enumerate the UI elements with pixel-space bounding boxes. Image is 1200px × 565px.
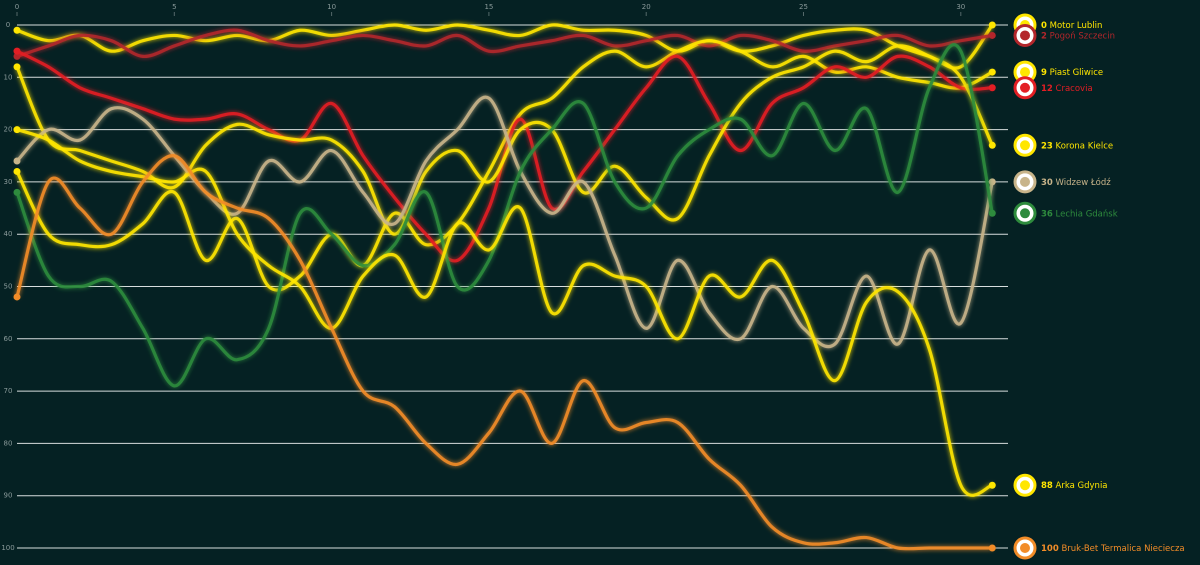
legend-name: Motor Lublin (1050, 21, 1103, 31)
legend-value: 23 (1041, 141, 1053, 151)
legend-value: 12 (1041, 83, 1053, 93)
legend-name: Lechia Gdańsk (1056, 209, 1118, 219)
series-line (15, 154, 993, 551)
end-dot (988, 68, 996, 76)
legend-value: 36 (1041, 209, 1053, 219)
legend-value: 88 (1041, 481, 1053, 491)
end-dot (988, 178, 996, 186)
legend-label: 88 Arka Gdynia (1041, 481, 1108, 491)
legend-value: 30 (1041, 177, 1053, 187)
x-tick-label: 5 (172, 3, 176, 11)
legend-name: Korona Kielce (1056, 141, 1114, 151)
team-logo-inner (1020, 543, 1030, 553)
lines (13, 21, 996, 552)
legend-value: 100 (1041, 544, 1059, 554)
legend-name: Arka Gdynia (1056, 481, 1108, 491)
legend-label: 30 Widzew Łódź (1041, 176, 1111, 187)
start-dot (13, 47, 21, 55)
team-logo-inner (1020, 140, 1030, 151)
end-dot (988, 544, 996, 552)
start-dot (13, 157, 21, 165)
series-line (16, 23, 994, 70)
start-dot (13, 293, 21, 301)
legend-value: 9 (1041, 68, 1047, 78)
series-line (15, 43, 994, 388)
end-dot (988, 21, 996, 29)
end-dot (988, 141, 996, 149)
start-dot (13, 188, 21, 196)
legend-name: Bruk-Bet Termalica Nieciecza (1061, 544, 1184, 554)
y-tick-label: 10 (4, 73, 13, 81)
legend-label: 23 Korona Kielce (1041, 141, 1113, 151)
legend-name: Piast Gliwice (1050, 68, 1104, 78)
legend-value: 0 (1041, 21, 1047, 31)
x-tick-label: 25 (799, 3, 808, 11)
y-tick-label: 20 (4, 126, 13, 134)
end-dot (988, 209, 996, 217)
start-dot (13, 167, 21, 175)
legend-label: 0 Motor Lublin (1041, 21, 1102, 31)
end-dot (988, 481, 996, 489)
team-logo-inner (1020, 82, 1030, 93)
legend-name: Cracovia (1056, 83, 1093, 93)
start-dot (13, 26, 21, 34)
y-tick-label: 90 (4, 492, 13, 500)
team-logo-inner (1020, 208, 1030, 219)
legend-label: 100 Bruk-Bet Termalica Nieciecza (1041, 544, 1185, 554)
x-tick-label: 0 (15, 3, 19, 11)
legend-value: 2 (1041, 31, 1047, 41)
x-tick-label: 15 (484, 3, 493, 11)
legend-label: 36 Lechia Gdańsk (1041, 209, 1118, 219)
legend-label: 2 Pogoń Szczecin (1041, 31, 1115, 41)
legend-label: 12 Cracovia (1041, 83, 1093, 93)
x-tick-label: 20 (642, 3, 651, 11)
start-dot (13, 126, 21, 134)
legend-name: Widzew Łódź (1056, 176, 1112, 187)
series-line (15, 44, 994, 236)
y-tick-label: 60 (4, 335, 13, 343)
y-tick-label: 100 (1, 544, 14, 552)
team-logo-inner (1020, 480, 1030, 491)
x-tick-label: 10 (327, 3, 336, 11)
start-dot (13, 63, 21, 71)
legend-name: Pogoń Szczecin (1050, 31, 1115, 41)
y-tick-label: 30 (4, 178, 13, 186)
x-tick-label: 30 (956, 3, 965, 11)
end-dot (988, 84, 996, 92)
y-tick-label: 50 (4, 283, 13, 291)
team-logo-inner (1020, 176, 1030, 187)
y-tick-label: 40 (4, 230, 13, 238)
team-logo-inner (1020, 30, 1030, 41)
y-tick-label: 70 (4, 387, 13, 395)
start-dot (13, 52, 21, 60)
legend-label: 9 Piast Gliwice (1041, 68, 1103, 78)
y-tick-label: 80 (4, 439, 13, 447)
end-dot (988, 31, 996, 39)
series-line (16, 28, 993, 58)
team-logo-inner (1020, 67, 1030, 78)
y-tick-label: 0 (6, 21, 10, 29)
